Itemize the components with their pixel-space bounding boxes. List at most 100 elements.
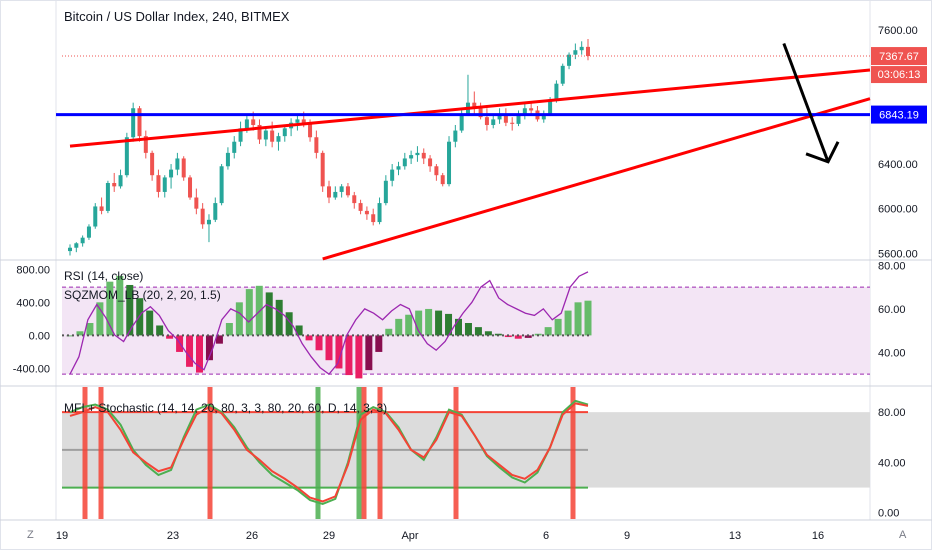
lower-trendline[interactable] (322, 97, 871, 261)
momentum-bar (405, 314, 413, 336)
momentum-bar (245, 289, 253, 336)
signal-bar (356, 387, 362, 519)
signal-bar (98, 387, 104, 519)
candle-body (383, 180, 388, 204)
candle-body (440, 175, 445, 185)
momentum-bar (265, 292, 273, 336)
candle-body (345, 186, 350, 196)
momentum-bar (524, 335, 532, 338)
candle-body (68, 247, 72, 252)
momentum-bar (375, 335, 383, 352)
candle-body (377, 203, 382, 223)
momentum-bar (445, 313, 453, 336)
momentum-bar (225, 323, 233, 336)
candle-body (282, 128, 287, 137)
mom-tick-label: 800.00 (16, 264, 50, 276)
candle-body (459, 113, 464, 131)
momentum-bar (584, 300, 592, 336)
candle-body (99, 206, 104, 211)
momentum-bar (484, 331, 492, 336)
time-tick-label: 13 (729, 530, 741, 542)
candle-body (421, 152, 426, 159)
stoch-tick-label: 80.00 (878, 407, 906, 419)
candle-body (162, 177, 167, 192)
candle-body (497, 113, 502, 120)
candle-body (478, 108, 483, 118)
candle-body (74, 243, 79, 248)
candle-body (251, 119, 256, 125)
scale-auto-button[interactable]: A (899, 529, 907, 541)
time-tick-label: 6 (543, 530, 549, 542)
candle-body (447, 141, 452, 185)
candle-body (308, 123, 313, 138)
momentum-bar (325, 335, 333, 361)
momentum-bar (425, 308, 433, 336)
candle-body (396, 166, 401, 170)
candle-body (567, 54, 572, 66)
momentum-bar (205, 335, 213, 361)
scale-z-button[interactable]: Z (27, 529, 34, 541)
momentum-bar (285, 312, 293, 336)
candle-body (516, 113, 521, 124)
countdown-label-bg (871, 66, 927, 84)
candle-body (238, 128, 243, 142)
time-tick-label: 29 (323, 530, 335, 542)
momentum-bar (395, 318, 403, 336)
last-price-label-bg (871, 47, 927, 66)
candle-body (175, 158, 180, 170)
candle-body (225, 152, 230, 167)
candle-body (339, 186, 344, 192)
candle-body (415, 152, 420, 156)
candle-body (554, 83, 559, 100)
candle-body (156, 175, 161, 192)
candle-body (541, 113, 546, 120)
momentum-bar (116, 275, 124, 336)
candle-body (409, 155, 414, 159)
candle-body (200, 208, 205, 225)
momentum-bar (106, 281, 114, 336)
candle-body (257, 124, 262, 140)
signal-bar (377, 387, 383, 519)
price-tick-label: 7600.00 (878, 25, 918, 37)
momentum-bar (574, 302, 582, 336)
candle-body (131, 108, 136, 138)
candle-body (352, 195, 357, 204)
price-pane[interactable] (56, 39, 871, 261)
candle-body (522, 108, 527, 114)
candle-body (472, 102, 477, 109)
stoch-tick-label: 40.00 (878, 457, 906, 469)
momentum-bar (315, 335, 323, 351)
candle-body (491, 119, 496, 125)
candle-body (181, 158, 186, 178)
candle-body (510, 122, 515, 124)
momentum-bar (514, 335, 522, 339)
price-tick-label: 6400.00 (878, 159, 918, 171)
candle-body (428, 158, 433, 167)
mom-tick-label: 400.00 (16, 297, 50, 309)
momentum-bar (96, 302, 104, 336)
support-label: 6843.19 (879, 110, 919, 122)
mfi-line (69, 399, 589, 505)
rsi-mom-pane[interactable] (62, 271, 870, 379)
time-tick-label: 26 (246, 530, 258, 542)
candle-body (270, 130, 275, 142)
momentum-bar (355, 335, 363, 379)
candle-body (579, 46, 584, 51)
signal-bar (361, 387, 367, 519)
candle-body (194, 197, 199, 209)
arrow-shaft[interactable] (782, 42, 830, 163)
time-tick-label: 19 (56, 530, 68, 542)
candle-body (402, 158, 407, 167)
rsi-line (69, 271, 589, 376)
rsi-tick-label: 40.00 (878, 347, 906, 359)
candle-body (371, 214, 376, 223)
momentum-bar (455, 318, 462, 336)
mfi-stochastic-pane[interactable] (62, 387, 870, 519)
signal-bar (207, 387, 213, 519)
stochastic-line (69, 402, 589, 503)
support-label-bg (871, 105, 927, 124)
upper-trendline[interactable] (69, 68, 871, 148)
rsi-title: RSI (14, close) (64, 269, 143, 283)
candle-body (320, 152, 325, 187)
